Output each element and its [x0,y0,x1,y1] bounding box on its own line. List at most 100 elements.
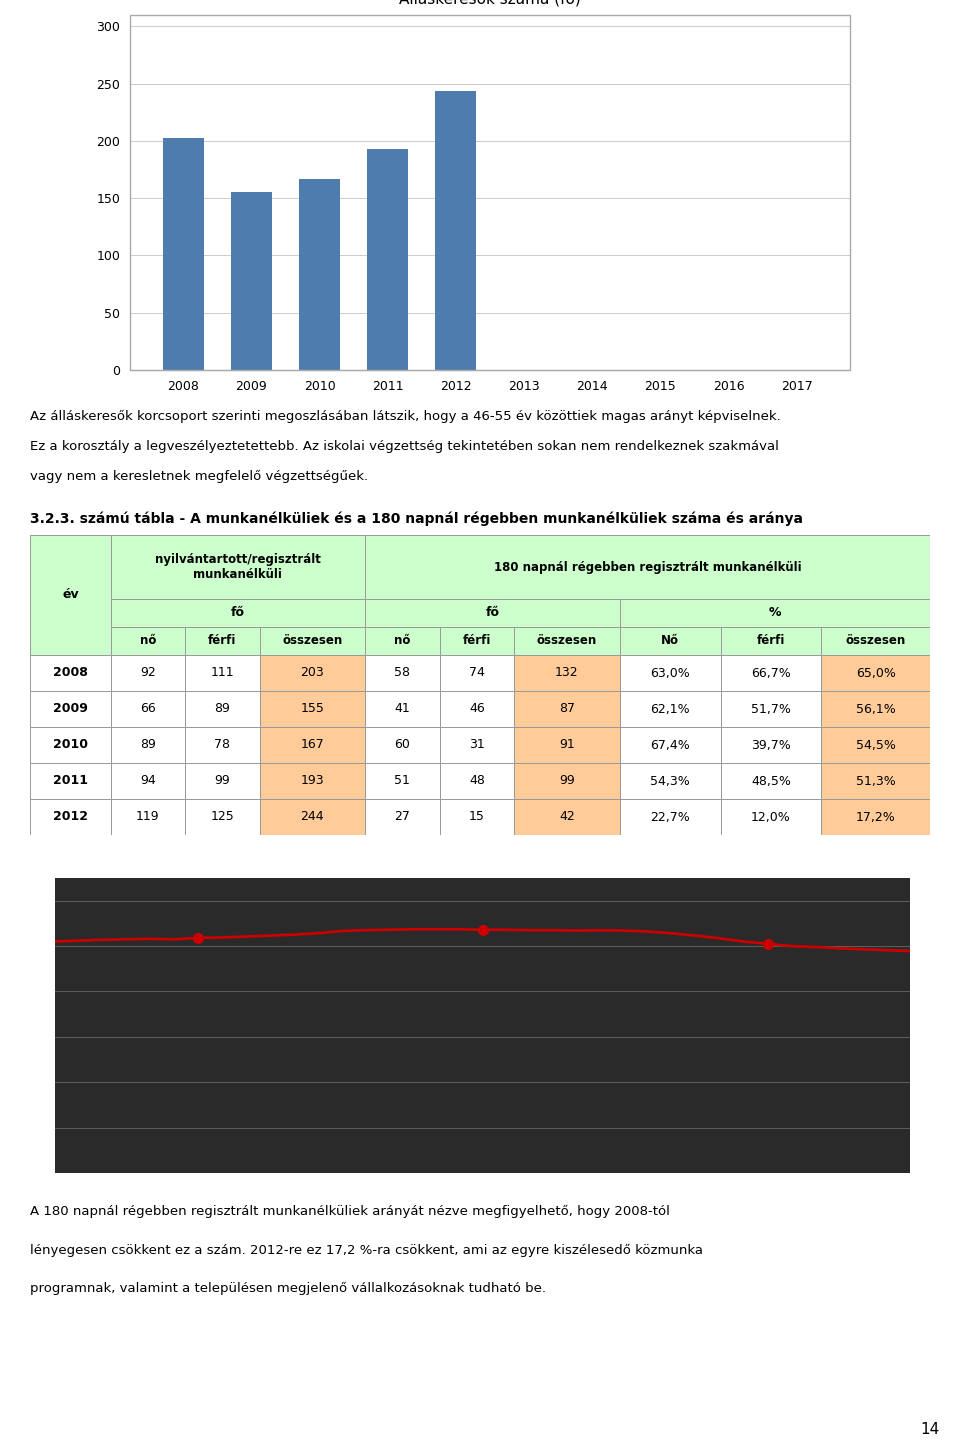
FancyBboxPatch shape [365,655,440,692]
FancyBboxPatch shape [110,692,185,726]
Text: 125: 125 [210,811,234,824]
Text: fő: fő [231,606,245,619]
FancyBboxPatch shape [619,655,721,692]
Bar [300,179,340,371]
Text: 39,7%: 39,7% [751,738,791,751]
FancyBboxPatch shape [515,726,619,763]
Text: 48: 48 [468,774,485,788]
FancyBboxPatch shape [721,763,822,799]
FancyBboxPatch shape [440,763,515,799]
Text: 155: 155 [300,702,324,715]
Text: 87: 87 [559,702,575,715]
Text: 54,5%: 54,5% [855,738,896,751]
FancyBboxPatch shape [822,628,930,655]
Text: 58: 58 [395,667,411,680]
FancyBboxPatch shape [440,692,515,726]
FancyBboxPatch shape [30,726,110,763]
Text: 46: 46 [469,702,485,715]
Text: 67,4%: 67,4% [650,738,690,751]
Text: 2012: 2012 [53,811,88,824]
Text: Az álláskeresők korcsoport szerinti megoszlásában látszik, hogy a 46-55 év közöt: Az álláskeresők korcsoport szerinti mego… [30,410,780,423]
Bar [231,192,272,371]
FancyBboxPatch shape [185,692,259,726]
Text: 14: 14 [921,1421,940,1437]
FancyBboxPatch shape [619,763,721,799]
Text: A 180 napnál régebben regisztrált munkanélküliek arányát nézve megfigyelhető, ho: A 180 napnál régebben regisztrált munkan… [30,1205,670,1218]
FancyBboxPatch shape [365,628,440,655]
Text: Ez a korosztály a legveszélyeztetettebb. Az iskolai végzettség tekintetében soka: Ez a korosztály a legveszélyeztetettebb.… [30,440,779,453]
Text: 193: 193 [300,774,324,788]
Text: 66,7%: 66,7% [751,667,791,680]
Text: 22,7%: 22,7% [650,811,690,824]
Text: 65,0%: 65,0% [855,667,896,680]
FancyBboxPatch shape [259,628,365,655]
Text: lényegesen csökkent ez a szám. 2012-re ez 17,2 %-ra csökkent, ami az egyre kiszé: lényegesen csökkent ez a szám. 2012-re e… [30,1244,703,1257]
Text: 91: 91 [559,738,575,751]
FancyBboxPatch shape [185,799,259,835]
FancyBboxPatch shape [822,763,930,799]
Text: 63,0%: 63,0% [650,667,690,680]
FancyBboxPatch shape [619,599,930,628]
Text: 2009: 2009 [53,702,87,715]
FancyBboxPatch shape [110,799,185,835]
Text: nő: nő [395,635,411,648]
Text: 89: 89 [214,702,230,715]
Text: 66: 66 [140,702,156,715]
FancyBboxPatch shape [30,655,110,692]
Text: 15: 15 [468,811,485,824]
FancyBboxPatch shape [440,628,515,655]
FancyBboxPatch shape [259,726,365,763]
FancyBboxPatch shape [515,692,619,726]
FancyBboxPatch shape [365,726,440,763]
FancyBboxPatch shape [30,799,110,835]
Text: 51,3%: 51,3% [855,774,896,788]
FancyBboxPatch shape [822,692,930,726]
FancyBboxPatch shape [365,799,440,835]
Text: 31: 31 [469,738,485,751]
FancyBboxPatch shape [30,763,110,799]
FancyBboxPatch shape [259,655,365,692]
Text: összesen: összesen [282,635,343,648]
Text: programnak, valamint a településen megjelenő vállalkozásoknak tudható be.: programnak, valamint a településen megje… [30,1282,546,1295]
FancyBboxPatch shape [110,655,185,692]
Bar [368,150,408,371]
FancyBboxPatch shape [515,763,619,799]
Text: 132: 132 [555,667,579,680]
FancyBboxPatch shape [822,799,930,835]
FancyBboxPatch shape [185,628,259,655]
FancyBboxPatch shape [440,726,515,763]
FancyBboxPatch shape [30,535,110,655]
FancyBboxPatch shape [110,726,185,763]
Title: 180 napnál hosszabb ideje regisztrált munkanélküliek aránya [százalék]
Magyarosz: 180 napnál hosszabb ideje regisztrált mu… [256,844,708,873]
FancyBboxPatch shape [721,628,822,655]
FancyBboxPatch shape [259,692,365,726]
FancyBboxPatch shape [619,726,721,763]
Bar [163,138,204,371]
Text: 111: 111 [210,667,234,680]
FancyBboxPatch shape [515,799,619,835]
Text: 94: 94 [140,774,156,788]
FancyBboxPatch shape [365,692,440,726]
Text: 2008: 2008 [53,667,87,680]
FancyBboxPatch shape [185,655,259,692]
FancyBboxPatch shape [30,692,110,726]
Text: 167: 167 [300,738,324,751]
Text: férfi: férfi [756,635,785,648]
FancyBboxPatch shape [721,655,822,692]
Text: 78: 78 [214,738,230,751]
Title: Álláskeresők száma (fő): Álláskeresők száma (fő) [399,0,581,7]
FancyBboxPatch shape [110,535,365,599]
FancyBboxPatch shape [259,799,365,835]
Text: 203: 203 [300,667,324,680]
FancyBboxPatch shape [515,655,619,692]
FancyBboxPatch shape [185,763,259,799]
Text: 2011: 2011 [53,774,88,788]
Text: 180 napnál régebben regisztrált munkanélküli: 180 napnál régebben regisztrált munkanél… [493,561,802,574]
Text: vagy nem a keresletnek megfelelő végzettségűek.: vagy nem a keresletnek megfelelő végzett… [30,469,368,482]
FancyBboxPatch shape [619,628,721,655]
Text: férfi: férfi [463,635,492,648]
Text: összesen: összesen [537,635,597,648]
Text: nő: nő [140,635,156,648]
FancyBboxPatch shape [110,763,185,799]
FancyBboxPatch shape [440,655,515,692]
